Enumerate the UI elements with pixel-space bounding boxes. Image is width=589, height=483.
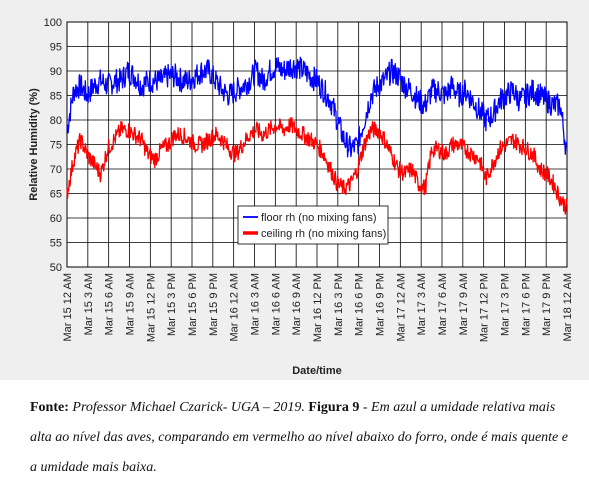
x-tick-label: Mar 15 12 PM: [145, 273, 157, 342]
x-tick-label: Mar 16 12 AM: [229, 273, 241, 341]
x-tick-label: Mar 16 3 PM: [333, 273, 345, 336]
caption-figure-text: - Em azul a umidade relativa mais alta a…: [30, 400, 568, 475]
legend-label: ceiling rh (no mixing fans): [261, 228, 386, 240]
y-tick-label: 75: [50, 140, 62, 152]
y-tick-label: 85: [50, 91, 62, 103]
relative-humidity-chart: 50 55 60 65 70 75 80 85 90 95 100 Mar 15 12 AM Mar 1…: [28, 17, 574, 377]
y-tick-label: 50: [50, 262, 62, 274]
x-tick-label: Mar 16 6 AM: [270, 273, 282, 335]
x-tick-label: Mar 15 3 PM: [166, 273, 178, 336]
x-tick-label: Mar 15 3 AM: [83, 273, 95, 335]
y-tick-label: 55: [50, 238, 62, 250]
x-tick-label: Mar 15 9 AM: [125, 273, 137, 335]
x-tick-label: Mar 18 12 AM: [562, 273, 574, 341]
y-axis-title: Relative Humidity (%): [28, 88, 40, 201]
x-tick-label: Mar 17 3 AM: [416, 273, 428, 335]
y-tick-label: 65: [50, 189, 62, 201]
y-tick-label: 90: [50, 66, 62, 78]
y-tick-label: 95: [50, 42, 62, 54]
figure-caption: Fonte: Professor Michael Czarick- UGA – …: [30, 393, 575, 483]
x-tick-label: Mar 15 9 PM: [208, 273, 220, 336]
x-tick-label: Mar 16 9 PM: [375, 273, 387, 336]
x-tick-label: Mar 16 12 PM: [312, 273, 324, 342]
x-tick-label: Mar 17 6 PM: [520, 273, 532, 336]
x-axis-title: Date/time: [292, 365, 342, 377]
x-tick-label: Mar 17 9 AM: [458, 273, 470, 335]
x-tick-label: Mar 17 9 PM: [541, 273, 553, 336]
caption-source-text: Professor Michael Czarick- UGA – 2019.: [72, 400, 305, 415]
x-tick-label: Mar 17 6 AM: [437, 273, 449, 335]
x-tick-label: Mar 15 6 PM: [187, 273, 199, 336]
legend-label: floor rh (no mixing fans): [261, 212, 377, 224]
caption-source-label: Fonte:: [30, 400, 69, 415]
y-tick-label: 70: [50, 164, 62, 176]
caption-figure-label: Figura 9: [308, 400, 360, 415]
x-tick-label: Mar 17 12 PM: [479, 273, 491, 342]
plot-border: [66, 21, 568, 268]
y-tick-label: 60: [50, 213, 62, 225]
y-tick-label: 100: [44, 17, 62, 29]
series-line-floor: [66, 56, 568, 158]
x-tick-label: Mar 15 12 AM: [62, 273, 74, 341]
y-tick-label: 80: [50, 115, 62, 127]
x-tick-label: Mar 16 6 PM: [354, 273, 366, 336]
x-tick-label: Mar 17 12 AM: [395, 273, 407, 341]
x-tick-label: Mar 16 3 AM: [250, 273, 262, 335]
x-tick-label: Mar 15 6 AM: [104, 273, 116, 335]
legend-box: [237, 205, 389, 245]
series-line-ceiling: [66, 116, 568, 215]
x-tick-label: Mar 17 3 PM: [500, 273, 512, 336]
x-tick-label: Mar 16 9 AM: [291, 273, 303, 335]
